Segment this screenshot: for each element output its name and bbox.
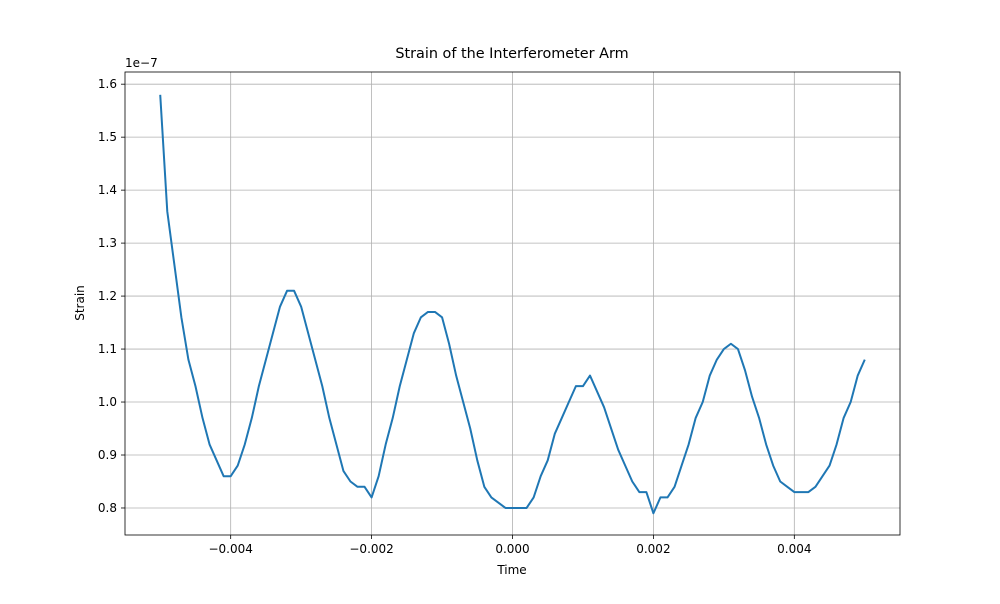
y-axis-label: Strain xyxy=(73,285,87,321)
x-tick-label: −0.002 xyxy=(349,542,393,556)
y-tick-label: 0.8 xyxy=(98,501,117,515)
x-tick-label: 0.004 xyxy=(777,542,811,556)
y-tick-label: 1.3 xyxy=(98,236,117,250)
y-tick-label: 1.0 xyxy=(98,395,117,409)
y-tick-label: 1.2 xyxy=(98,289,117,303)
y-tick-label: 1.4 xyxy=(98,183,117,197)
y-tick-label: 1.5 xyxy=(98,130,117,144)
x-tick-label: 0.002 xyxy=(636,542,670,556)
chart-title: Strain of the Interferometer Arm xyxy=(395,46,628,62)
x-tick-label: 0.000 xyxy=(495,542,529,556)
plot-frame xyxy=(124,71,901,536)
y-offset-label: 1e−7 xyxy=(125,56,158,70)
x-tick-label: −0.004 xyxy=(208,542,252,556)
y-tick-label: 0.9 xyxy=(98,448,117,462)
x-axis-label: Time xyxy=(496,563,526,577)
data-line xyxy=(159,94,866,515)
y-tick-label: 1.1 xyxy=(98,342,117,356)
y-tick-label: 1.6 xyxy=(98,77,117,91)
